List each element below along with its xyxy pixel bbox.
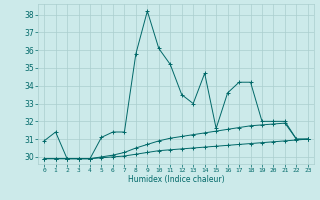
X-axis label: Humidex (Indice chaleur): Humidex (Indice chaleur)	[128, 175, 224, 184]
